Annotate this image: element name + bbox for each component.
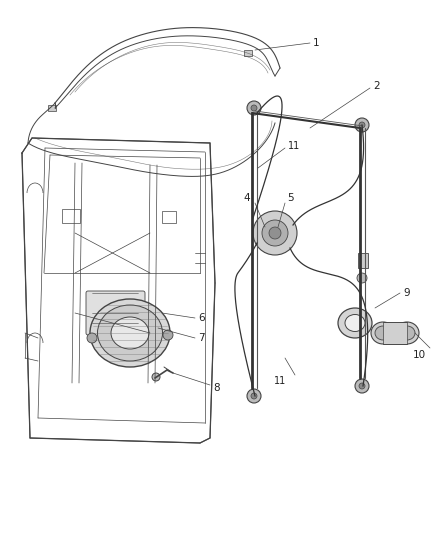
Ellipse shape [395,322,419,344]
Ellipse shape [98,305,162,361]
Circle shape [163,330,173,340]
Ellipse shape [375,326,391,340]
Text: 6: 6 [198,313,205,323]
Text: 7: 7 [198,333,205,343]
Ellipse shape [338,308,372,338]
Circle shape [357,273,367,283]
Ellipse shape [111,317,149,349]
Bar [62,209,80,223]
Circle shape [262,220,288,246]
Circle shape [355,379,369,393]
Text: 10: 10 [413,350,426,360]
Circle shape [359,122,365,128]
Text: 9: 9 [403,288,410,298]
Text: 8: 8 [213,383,219,393]
Circle shape [359,383,365,389]
Bar [383,322,407,344]
Circle shape [152,373,160,381]
Circle shape [253,211,297,255]
Text: 11: 11 [274,376,286,386]
Bar [244,50,252,56]
Text: 11: 11 [288,141,300,151]
Circle shape [251,393,257,399]
Circle shape [247,389,261,403]
Circle shape [355,118,369,132]
Text: 5: 5 [287,193,293,203]
Text: 2: 2 [373,81,380,91]
Text: 4: 4 [244,193,250,203]
Circle shape [251,105,257,111]
Circle shape [247,101,261,115]
Bar [48,105,56,111]
Text: 1: 1 [313,38,320,48]
Circle shape [87,333,97,343]
Bar [358,253,368,268]
Ellipse shape [399,326,415,340]
Ellipse shape [90,299,170,367]
FancyBboxPatch shape [86,291,145,335]
Circle shape [269,227,281,239]
Ellipse shape [345,314,365,332]
Ellipse shape [371,322,395,344]
Bar [162,211,176,223]
